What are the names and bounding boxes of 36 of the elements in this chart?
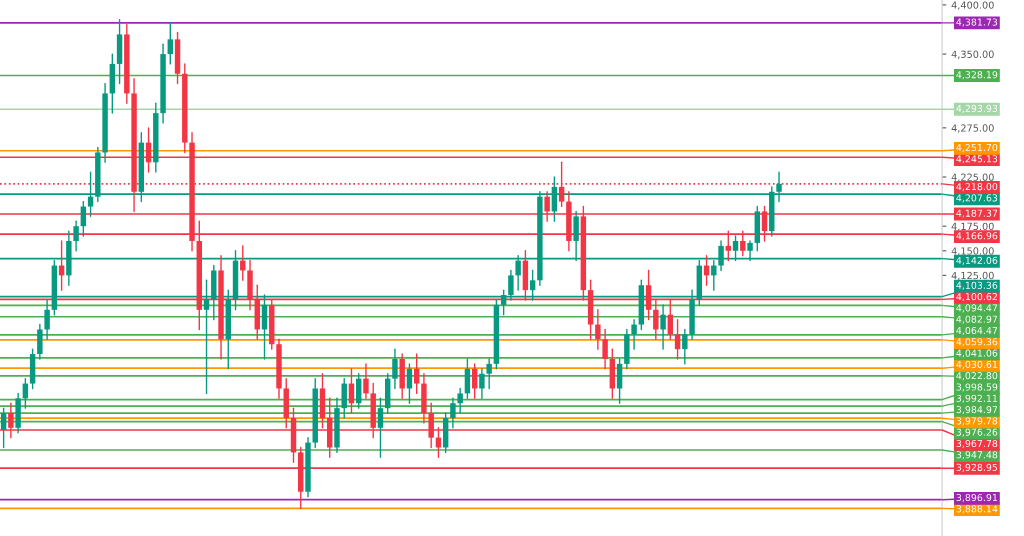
ref-line-label: 3,896.91 bbox=[956, 493, 998, 503]
ref-line-label: 4,082.97 bbox=[956, 315, 998, 324]
y-tick-label: 4,225.00 bbox=[951, 173, 994, 182]
ref-line-label: 4,245.13 bbox=[956, 155, 998, 164]
ref-line-label: 4,022.80 bbox=[956, 372, 998, 381]
ref-line-label: 4,218.00 bbox=[956, 183, 998, 192]
ref-line-label: 4,100.62 bbox=[956, 293, 997, 302]
ref-line-label: 4,166.96 bbox=[956, 232, 998, 241]
ref-line-label: 4,293.93 bbox=[956, 104, 998, 113]
ref-line-label: 3,984.97 bbox=[956, 406, 998, 415]
ref-line-label: 4,030.61 bbox=[956, 360, 998, 369]
ref-line-label: 4,064.47 bbox=[956, 326, 998, 336]
ref-line-label: 4,207.63 bbox=[956, 194, 998, 203]
ref-line-label: 3,976.26 bbox=[956, 428, 998, 437]
ref-line-label: 4,094.47 bbox=[956, 304, 998, 313]
y-tick-label: 4,175.00 bbox=[951, 222, 994, 232]
ref-line-label: 3,992.11 bbox=[956, 394, 998, 403]
ref-line-label: 3,998.59 bbox=[956, 383, 998, 392]
ref-line-label: 3,967.78 bbox=[956, 439, 998, 449]
ref-line-label: 4,381.73 bbox=[956, 18, 998, 27]
ref-line-label: 4,251.70 bbox=[956, 143, 998, 153]
y-tick-label: 4,350.00 bbox=[951, 50, 994, 59]
ref-line-label: 3,947.48 bbox=[956, 451, 998, 460]
y-tick-label: 4,150.00 bbox=[951, 247, 994, 256]
y-tick-label: 4,275.00 bbox=[951, 124, 994, 133]
ref-line-label: 4,041.06 bbox=[956, 349, 998, 358]
ref-line-label: 4,328.19 bbox=[956, 71, 998, 80]
ref-line-label: 4,103.36 bbox=[956, 281, 998, 290]
y-tick-label: 4,400.00 bbox=[951, 1, 994, 10]
ref-line-label: 4,187.37 bbox=[956, 209, 998, 218]
ref-line-label: 4,059.36 bbox=[956, 338, 998, 347]
ref-line-label: 3,979.78 bbox=[956, 417, 998, 426]
y-tick-label: 4,125.00 bbox=[951, 271, 994, 281]
ref-line-label: 3,928.95 bbox=[956, 463, 998, 472]
ref-line-label: 4,142.06 bbox=[956, 256, 998, 265]
ref-line-label: 3,888.14 bbox=[956, 505, 998, 514]
